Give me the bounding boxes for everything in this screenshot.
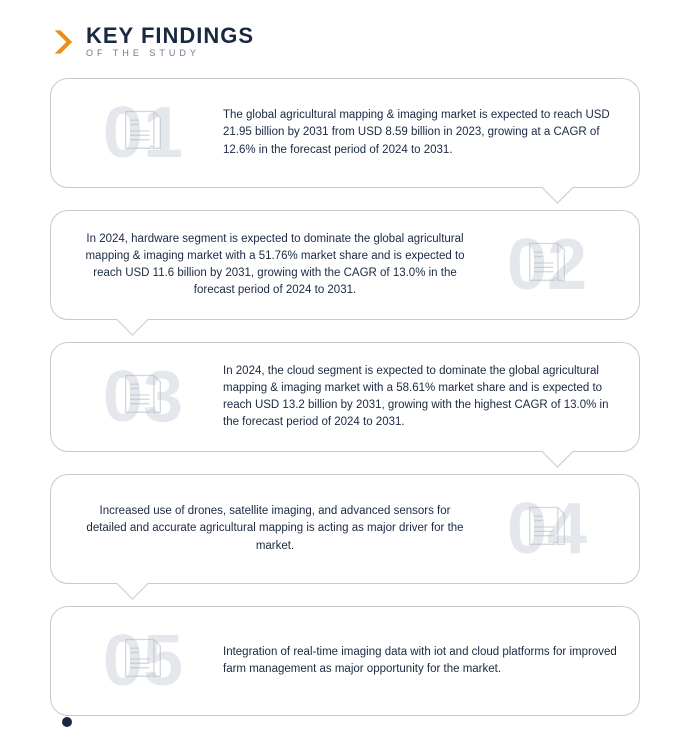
finding-number: 05 [73,625,213,697]
finding-number: 04 [477,493,617,565]
finding-03: 03 In 2024, the cloud segment is expecte… [50,342,640,452]
document-icon [521,229,573,301]
finding-02: 02 In 2024, hardware segment is expected… [50,210,640,320]
finding-05: 05 Integration of real-time imaging data… [50,606,640,716]
finding-text: The global agricultural mapping & imagin… [213,107,617,159]
finding-text: Increased use of drones, satellite imagi… [73,503,477,555]
document-icon [521,493,573,565]
finding-text: In 2024, the cloud segment is expected t… [213,363,617,432]
chevron-icon [50,28,78,56]
title-block: KEY FINDINGS OF THE STUDY [86,25,254,58]
finding-04: 04 Increased use of drones, satellite im… [50,474,640,584]
title-main: KEY FINDINGS [86,25,254,47]
finding-number: 02 [477,229,617,301]
finding-01: 01 The global agricultural mapping & ima… [50,78,640,188]
finding-number: 01 [73,97,213,169]
header: KEY FINDINGS OF THE STUDY [50,25,640,58]
finding-text: In 2024, hardware segment is expected to… [73,231,477,300]
findings-list: 01 The global agricultural mapping & ima… [50,78,640,716]
document-icon [117,97,169,169]
document-icon [117,361,169,433]
finding-text: Integration of real-time imaging data wi… [213,644,617,679]
timeline-dot-bottom [62,717,72,727]
title-subtitle: OF THE STUDY [86,49,254,58]
finding-number: 03 [73,361,213,433]
document-icon [117,625,169,697]
